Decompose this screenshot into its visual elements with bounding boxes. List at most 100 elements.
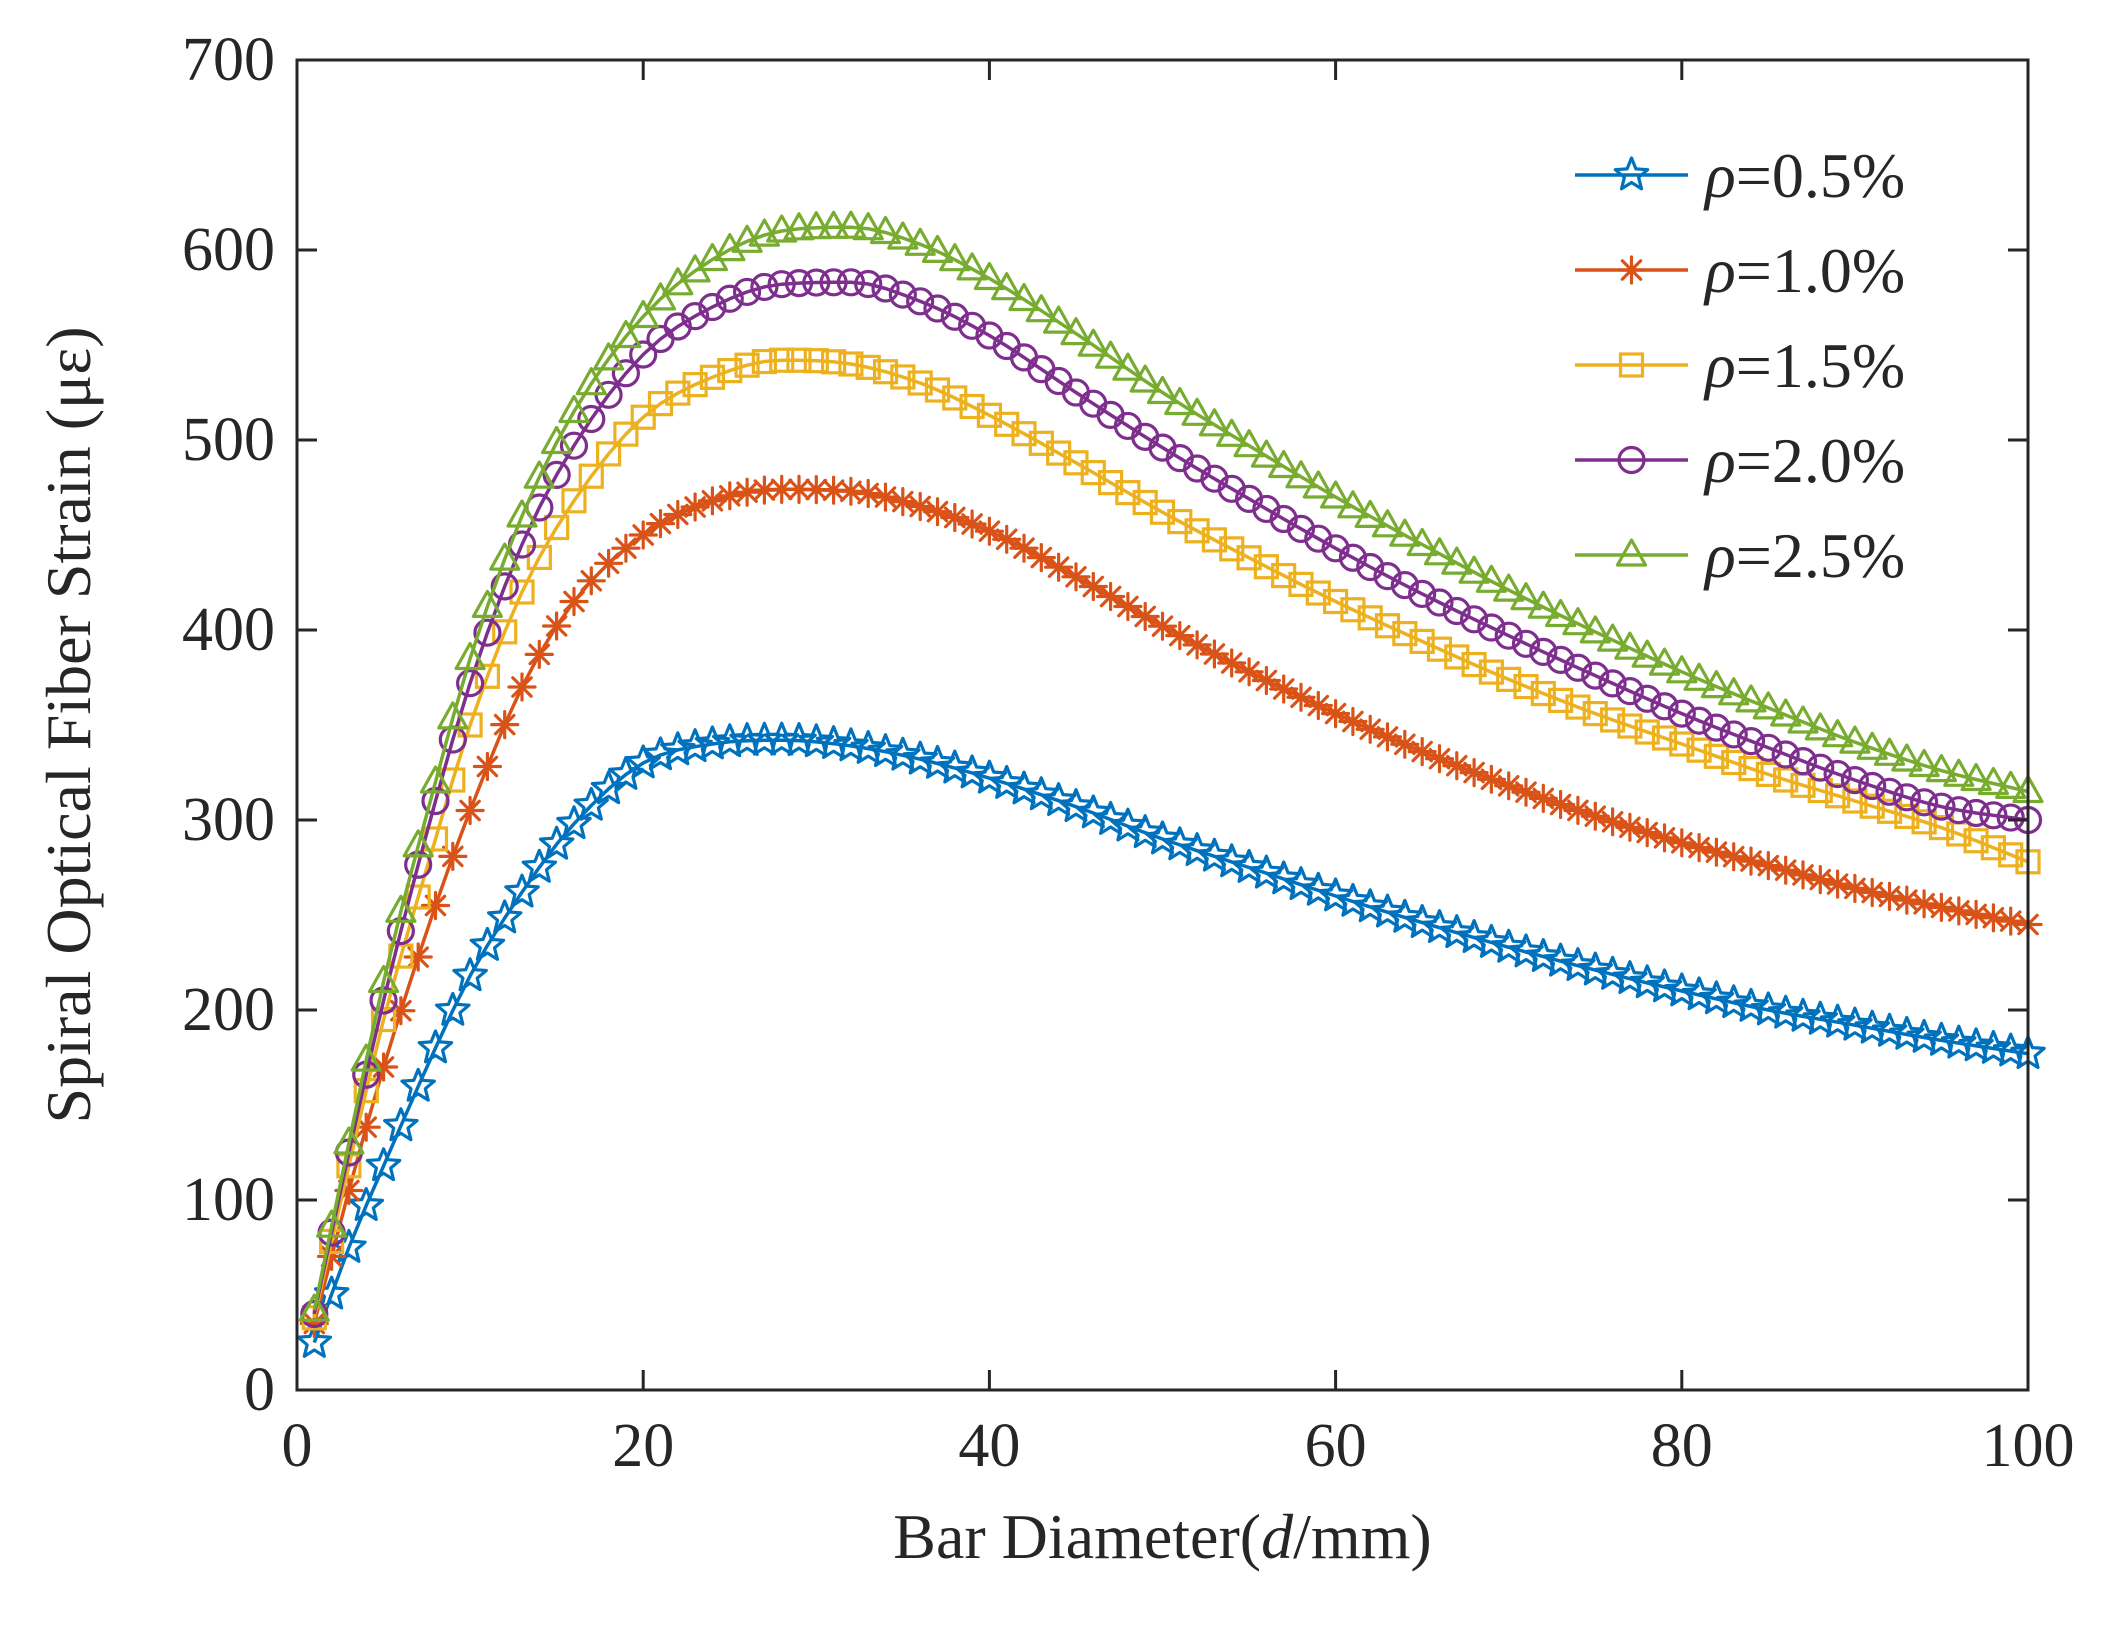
data-point bbox=[1040, 782, 1077, 817]
data-point bbox=[1703, 743, 1730, 769]
data-point bbox=[1596, 623, 1629, 652]
data-point bbox=[1444, 644, 1470, 670]
data-point bbox=[1373, 562, 1402, 591]
y-tick-label: 0 bbox=[244, 1356, 275, 1424]
data-point bbox=[936, 749, 973, 784]
data-point bbox=[680, 492, 710, 522]
data-point bbox=[592, 342, 625, 371]
data-point bbox=[402, 829, 434, 858]
data-point bbox=[699, 364, 726, 390]
y-tick-label: 700 bbox=[182, 26, 275, 94]
data-point bbox=[1582, 700, 1608, 727]
data-point bbox=[1425, 588, 1454, 617]
data-point bbox=[885, 736, 921, 771]
data-point bbox=[1478, 659, 1504, 685]
data-point bbox=[1473, 923, 1510, 958]
data-point bbox=[576, 566, 606, 596]
data-point bbox=[1527, 590, 1559, 619]
data-point bbox=[1164, 386, 1196, 416]
data-point bbox=[611, 359, 640, 388]
data-point bbox=[559, 431, 589, 460]
data-point bbox=[1477, 613, 1506, 642]
data-point bbox=[1146, 375, 1179, 405]
data-point bbox=[1562, 607, 1594, 636]
data-point bbox=[1874, 881, 1905, 912]
legend-label: ρ=2.0% bbox=[1703, 425, 1905, 496]
axes: 0 20 40 60 80 100 0 100 200 300 400 500 600 700 Bar Di… bbox=[33, 26, 2075, 1572]
data-point bbox=[1265, 860, 1302, 895]
data-point bbox=[1721, 749, 1747, 776]
data-point bbox=[578, 463, 604, 489]
data-point bbox=[1632, 817, 1662, 848]
data-point bbox=[769, 347, 795, 373]
data-point bbox=[1493, 573, 1525, 602]
data-point bbox=[1698, 980, 1735, 1015]
data-point bbox=[971, 759, 1008, 794]
data-point bbox=[1219, 536, 1245, 562]
series-markers bbox=[300, 268, 2043, 1329]
y-tick-label: 500 bbox=[182, 406, 275, 474]
data-point bbox=[644, 282, 677, 311]
data-point bbox=[1719, 842, 1749, 872]
data-point bbox=[1617, 713, 1643, 739]
data-point bbox=[1268, 449, 1300, 479]
data-point bbox=[1165, 620, 1195, 651]
data-point bbox=[1338, 543, 1368, 572]
data-point bbox=[1216, 418, 1248, 447]
data-point bbox=[1317, 877, 1354, 912]
data-point bbox=[902, 740, 938, 775]
data-point bbox=[419, 765, 452, 794]
data-point bbox=[400, 1067, 436, 1102]
data-point bbox=[1702, 713, 1731, 742]
data-point bbox=[1770, 698, 1802, 727]
data-point bbox=[887, 221, 919, 250]
data-point bbox=[1144, 820, 1181, 855]
legend-entry-3: ρ=1.5% bbox=[1575, 330, 1905, 401]
data-point bbox=[1319, 480, 1352, 509]
data-point bbox=[867, 733, 904, 768]
data-point bbox=[924, 377, 951, 403]
data-point bbox=[437, 701, 469, 730]
data-point bbox=[526, 544, 552, 571]
data-point bbox=[365, 1147, 402, 1182]
data-point bbox=[871, 274, 900, 303]
legend-entry-2: ρ=1.0% bbox=[1575, 235, 1905, 306]
data-point bbox=[383, 1107, 419, 1142]
data-point bbox=[492, 619, 518, 645]
data-point bbox=[1685, 706, 1714, 735]
data-point bbox=[1667, 699, 1696, 728]
legend-marker bbox=[1615, 538, 1648, 567]
data-point bbox=[627, 299, 659, 329]
data-point bbox=[835, 210, 867, 239]
data-point bbox=[1755, 761, 1781, 788]
data-point bbox=[698, 292, 727, 322]
legend-label: ρ=1.5% bbox=[1703, 330, 1905, 401]
data-point bbox=[1944, 796, 1973, 825]
data-point bbox=[1198, 408, 1231, 437]
x-tick-label: 40 bbox=[958, 1412, 1020, 1480]
data-point bbox=[1496, 666, 1522, 693]
series-markers bbox=[298, 210, 2044, 1322]
data-point bbox=[1719, 720, 1748, 749]
data-point bbox=[1288, 571, 1314, 597]
data-point bbox=[1718, 677, 1750, 706]
data-point bbox=[1408, 579, 1437, 609]
x-tick-label: 20 bbox=[612, 1412, 674, 1480]
data-point bbox=[1340, 597, 1366, 623]
data-point bbox=[1374, 613, 1401, 639]
data-point bbox=[1736, 846, 1766, 876]
data-point bbox=[854, 269, 883, 299]
data-point bbox=[1129, 364, 1161, 393]
data-point bbox=[1213, 843, 1250, 878]
data-point bbox=[1806, 753, 1835, 782]
data-point bbox=[1542, 942, 1579, 977]
data-point bbox=[1161, 826, 1198, 861]
data-point bbox=[715, 284, 744, 313]
data-point bbox=[1995, 770, 2027, 800]
data-point bbox=[852, 212, 884, 241]
data-point bbox=[1250, 439, 1283, 468]
data-point bbox=[1442, 596, 1471, 626]
data-point bbox=[802, 268, 831, 297]
series-5 bbox=[298, 210, 2044, 1322]
